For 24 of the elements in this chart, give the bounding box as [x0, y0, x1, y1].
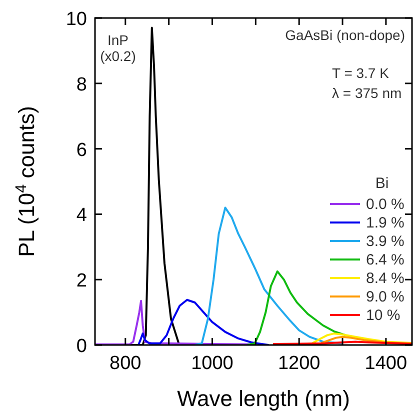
annotation: GaAsBi (non-dope) — [285, 27, 405, 43]
legend-label: 0.0 % — [366, 196, 404, 213]
y-tick-label: 10 — [66, 9, 87, 30]
legend-label: 1.9 % — [366, 214, 404, 232]
annotation: InP — [107, 32, 129, 48]
legend-label: 8.4 % — [366, 270, 404, 287]
y-tick-label: 8 — [76, 74, 87, 96]
y-tick-label: 4 — [76, 205, 88, 226]
legend-label: 3.9 % — [366, 233, 404, 250]
annotation: (x0.2) — [100, 48, 136, 64]
x-tick-label: 1000 — [191, 353, 234, 374]
legend-label: 6.4 % — [366, 252, 404, 268]
x-tick-label: 1400 — [364, 353, 408, 374]
annotation: T = 3.7 K — [332, 65, 390, 81]
y-tick-label: 2 — [76, 270, 87, 292]
x-tick-label: 1200 — [278, 353, 320, 374]
annotation: λ = 375 nm — [332, 85, 402, 101]
legend-label: 10 % — [366, 307, 400, 324]
x-tick-label: 800 — [110, 353, 142, 374]
y-tick-label: 6 — [76, 140, 87, 161]
y-tick-label: 0 — [76, 336, 87, 357]
legend-label: 9.0 % — [366, 288, 404, 306]
legend-title: Bi — [375, 175, 389, 192]
x-axis-title: Wave length (nm) — [177, 386, 350, 411]
